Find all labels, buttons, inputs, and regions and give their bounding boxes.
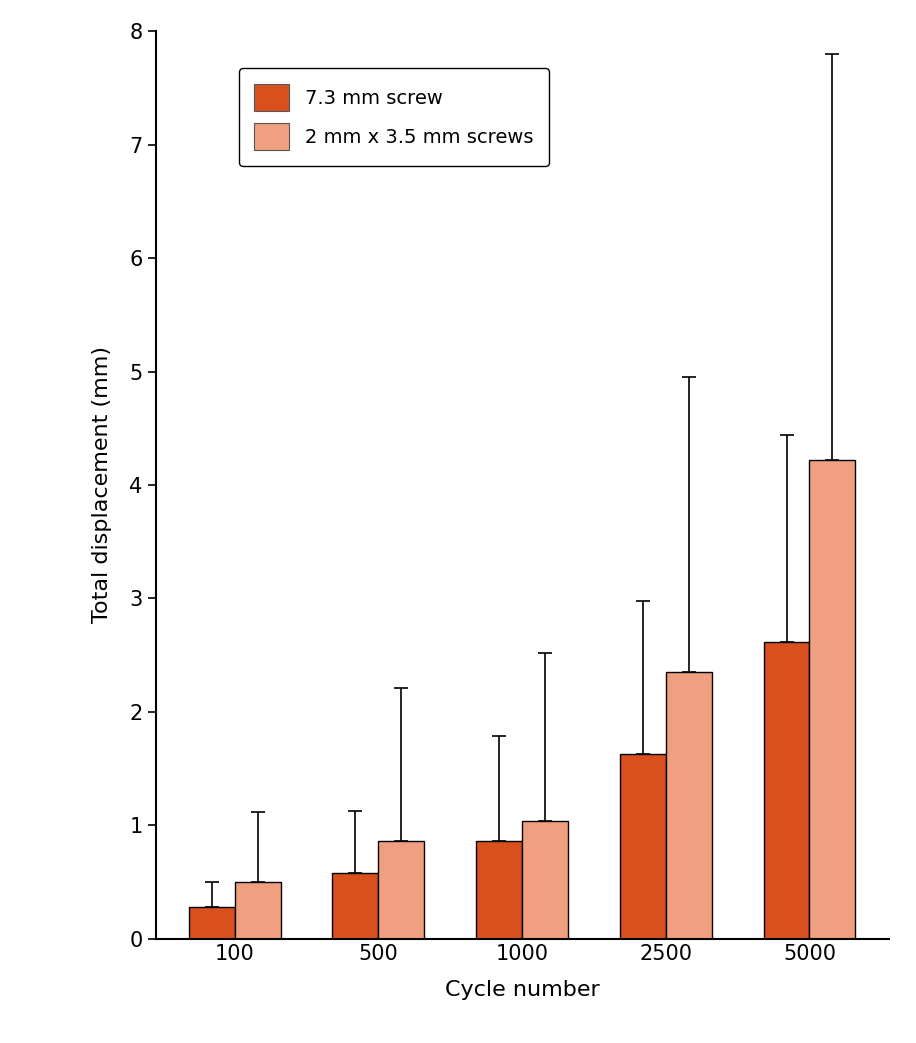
Bar <box>333 873 378 939</box>
Bar <box>234 882 280 939</box>
Legend: 7.3 mm screw, 2 mm x 3.5 mm screws: 7.3 mm screw, 2 mm x 3.5 mm screws <box>239 68 549 166</box>
X-axis label: Cycle number: Cycle number <box>445 980 599 1000</box>
Bar <box>666 672 712 939</box>
Bar <box>764 641 810 939</box>
Bar <box>810 460 856 939</box>
Bar <box>189 907 234 939</box>
Bar <box>476 841 522 939</box>
Y-axis label: Total displacement (mm): Total displacement (mm) <box>93 346 113 624</box>
Bar <box>378 841 424 939</box>
Bar <box>522 821 568 939</box>
Bar <box>620 754 666 939</box>
